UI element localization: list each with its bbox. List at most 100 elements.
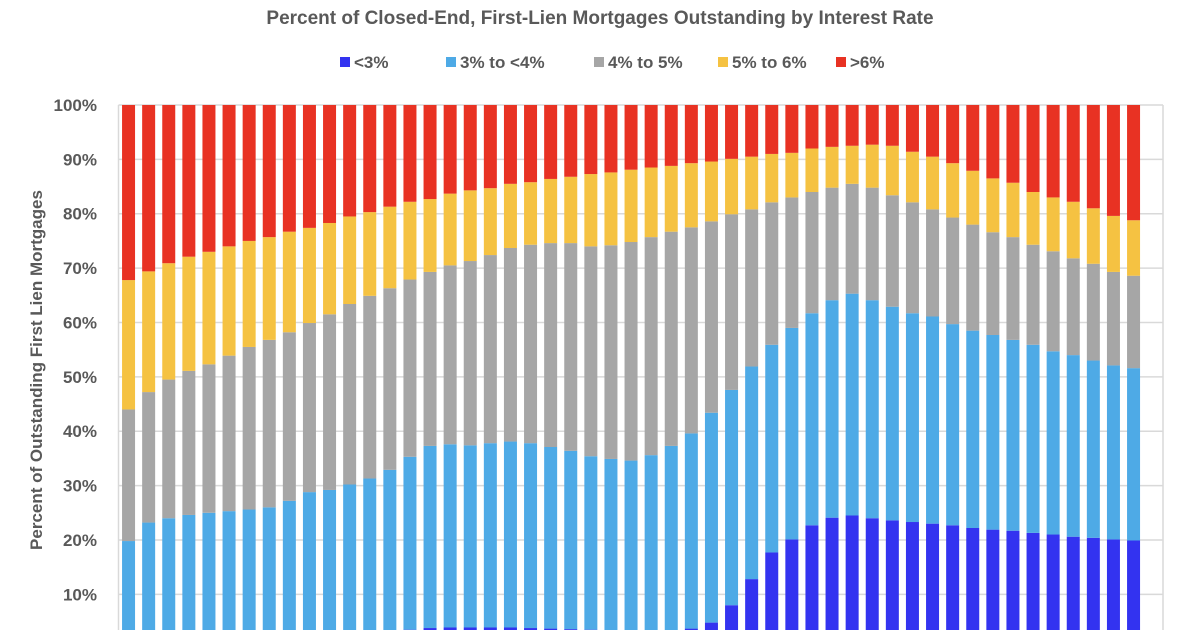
bar-segment-3to4 [946,324,960,526]
legend-item: >6% [836,53,885,72]
bar-segment-lt3 [865,518,879,630]
bar-stack [323,105,337,630]
bar-segment-lt3 [1066,536,1080,630]
bar-segment-3to4 [503,441,517,628]
bar-segment-5to6 [182,256,196,371]
bar-segment-3to4 [483,443,497,628]
bar-segment-5to6 [142,271,156,393]
bar-segment-3to4 [403,456,417,630]
legend-swatch [340,57,350,67]
bar-segment-gt6 [664,105,678,166]
bar-segment-4to5 [1106,271,1120,366]
bar-segment-gt6 [644,105,658,168]
bar-segment-4to5 [946,217,960,325]
bar-stack [1066,105,1080,630]
y-tick-label: 10% [63,585,97,604]
bar-segment-4to5 [142,392,156,523]
bar-segment-gt6 [684,105,698,164]
bar-segment-gt6 [544,105,558,179]
bar-segment-5to6 [363,212,377,296]
bar-segment-4to5 [624,242,638,461]
bar-segment-3to4 [584,456,598,630]
bar-segment-4to5 [544,243,558,447]
bar-segment-4to5 [664,231,678,446]
bar-segment-3to4 [926,316,940,524]
bar-segment-4to5 [905,202,919,314]
legend-swatch [836,57,846,67]
bar-segment-3to4 [343,484,357,630]
bar-segment-3to4 [564,450,578,630]
bar-segment-lt3 [926,523,940,630]
bar-segment-3to4 [1006,339,1020,531]
bar-stack [986,105,1000,630]
bar-segment-lt3 [524,628,538,630]
bar-segment-5to6 [1006,182,1020,238]
y-tick-label: 80% [63,205,97,224]
bar-stack [122,105,136,630]
bar-segment-5to6 [1066,201,1080,259]
bar-segment-4to5 [765,202,779,345]
bar-segment-5to6 [745,156,759,210]
y-tick-label: 70% [63,259,97,278]
bar-segment-3to4 [363,478,377,630]
bar-stack [624,105,638,630]
bar-segment-gt6 [564,105,578,177]
legend-label: >6% [850,53,885,72]
legend-item: 4% to 5% [594,53,683,72]
bar-segment-gt6 [765,105,779,154]
bar-segment-gt6 [1086,105,1100,209]
legend-item: 5% to 6% [718,53,807,72]
bar-segment-4to5 [1046,251,1060,352]
bar-segment-5to6 [162,263,176,380]
bar-segment-5to6 [443,193,457,266]
bar-segment-5to6 [463,190,477,262]
bar-segment-lt3 [986,529,1000,630]
bar-stack [1106,105,1120,630]
bar-segment-4to5 [524,244,538,444]
bar-segment-gt6 [946,105,960,164]
bar-segment-lt3 [885,520,899,630]
bar-segment-gt6 [1106,105,1120,216]
bar-stack [644,105,658,630]
bar-segment-3to4 [242,509,256,630]
bar-segment-gt6 [463,105,477,191]
bar-segment-gt6 [202,105,216,252]
bar-segment-lt3 [745,579,759,630]
bar-stack [503,105,517,630]
bar-segment-4to5 [443,265,457,445]
bar-segment-gt6 [966,105,980,171]
bar-segment-lt3 [463,627,477,630]
legend-item: 3% to <4% [446,53,545,72]
bar-stack [765,105,779,630]
bar-stack [363,105,377,630]
bar-segment-5to6 [1127,220,1141,276]
bar-segment-4to5 [363,295,377,479]
bar-segment-3to4 [162,518,176,630]
bar-segment-5to6 [1026,191,1040,245]
bar-stack [383,105,397,630]
bar-stack [664,105,678,630]
bar-segment-5to6 [885,145,899,196]
bar-segment-gt6 [162,105,176,264]
bar-segment-3to4 [785,327,799,540]
bar-segment-5to6 [202,251,216,365]
bar-segment-3to4 [202,512,216,630]
bar-segment-4to5 [805,191,819,314]
bar-stack [845,105,859,630]
bar-stack [805,105,819,630]
bar-stack [684,105,698,630]
bar-segment-gt6 [323,105,337,223]
bar-stack [262,105,276,630]
bar-segment-gt6 [785,105,799,153]
bar-segment-4to5 [262,339,276,508]
bar-segment-gt6 [524,105,538,183]
bar-segment-5to6 [564,176,578,244]
bar-segment-gt6 [905,105,919,152]
bar-segment-3to4 [664,445,678,630]
bar-segment-4to5 [423,271,437,446]
bar-stack [865,105,879,630]
bar-segment-4to5 [986,232,1000,335]
bar-segment-gt6 [503,105,517,184]
bar-stack [584,105,598,630]
